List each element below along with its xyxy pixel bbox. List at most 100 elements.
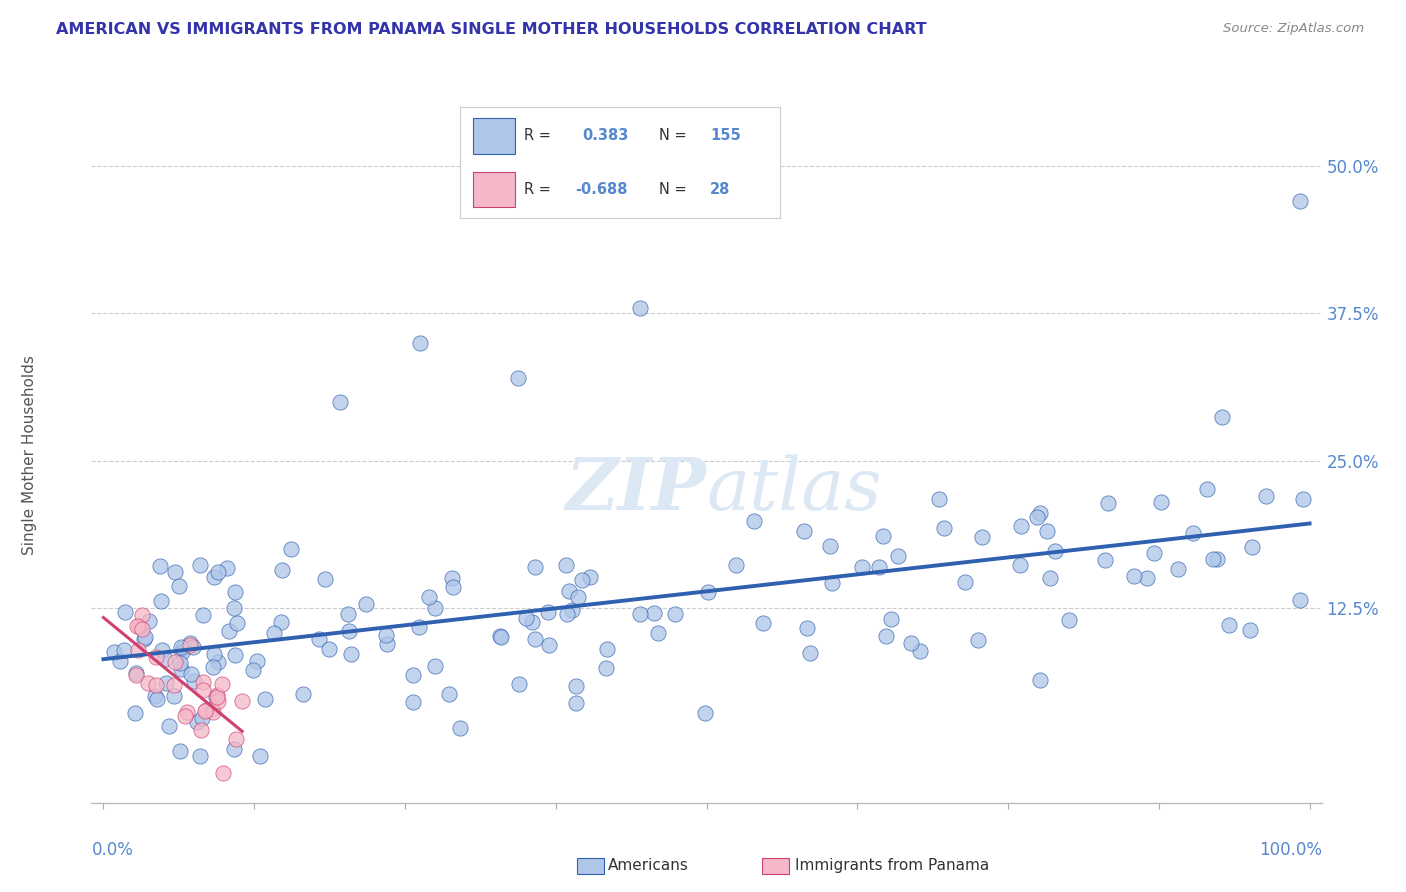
Point (179, 636, 201, 650)
Point (515, 611, 537, 625)
Point (508, 371, 530, 385)
Point (194, 704, 217, 718)
Point (246, 654, 269, 668)
Point (880, 612, 903, 626)
Point (308, 632, 330, 646)
Point (163, 689, 186, 703)
Point (194, 703, 217, 717)
Point (191, 711, 214, 725)
Point (231, 694, 253, 708)
Point (163, 678, 186, 692)
Point (217, 561, 239, 575)
Point (441, 580, 464, 594)
Point (628, 607, 651, 621)
Point (1291, 491, 1313, 506)
Point (145, 650, 167, 665)
Point (437, 688, 460, 702)
Point (167, 579, 190, 593)
Point (953, 575, 976, 590)
Point (112, 643, 135, 657)
Point (337, 607, 360, 622)
Point (1010, 518, 1032, 533)
Point (131, 607, 153, 622)
Point (356, 598, 378, 612)
Point (900, 636, 922, 650)
Point (1206, 551, 1229, 566)
Point (1094, 552, 1116, 566)
Point (554, 558, 576, 572)
Point (134, 630, 156, 644)
Point (172, 640, 194, 655)
Point (169, 640, 191, 654)
Point (418, 591, 440, 605)
Point (1288, 592, 1310, 607)
Point (1028, 673, 1050, 687)
Point (150, 643, 173, 657)
Point (1010, 558, 1032, 572)
Point (537, 605, 560, 619)
Point (872, 528, 894, 542)
Point (207, 688, 229, 702)
Point (270, 563, 292, 577)
Point (134, 632, 156, 646)
Point (1136, 571, 1159, 585)
Point (201, 701, 224, 715)
Point (1143, 546, 1166, 560)
Point (1039, 571, 1062, 585)
Point (186, 715, 208, 730)
Point (1239, 623, 1261, 637)
Point (561, 602, 583, 616)
Point (224, 648, 246, 662)
FancyBboxPatch shape (578, 858, 605, 874)
Point (149, 593, 172, 607)
Point (555, 607, 578, 622)
Point (157, 719, 180, 733)
Point (128, 618, 150, 632)
Point (337, 624, 360, 638)
Point (125, 668, 148, 682)
Point (578, 570, 600, 584)
Point (218, 624, 240, 638)
Point (201, 660, 224, 674)
Point (441, 571, 464, 585)
FancyBboxPatch shape (762, 858, 789, 874)
Point (226, 615, 249, 630)
Point (558, 584, 581, 599)
Point (571, 574, 593, 588)
Point (1241, 540, 1264, 554)
Point (202, 705, 225, 719)
Point (375, 637, 398, 651)
Point (595, 661, 617, 675)
Point (508, 677, 530, 691)
Point (972, 530, 994, 544)
Point (193, 608, 215, 623)
Point (928, 491, 950, 506)
Point (270, 615, 292, 630)
Point (567, 590, 589, 604)
Point (851, 560, 873, 574)
Point (402, 668, 425, 682)
Point (242, 663, 264, 677)
Point (967, 633, 990, 648)
Point (207, 565, 229, 579)
Point (821, 576, 844, 591)
Point (193, 675, 215, 690)
Point (647, 625, 669, 640)
Point (254, 692, 277, 706)
Point (211, 677, 233, 691)
Point (202, 570, 225, 584)
Point (108, 654, 131, 668)
Point (818, 539, 841, 553)
Text: Immigrants from Panama: Immigrants from Panama (794, 858, 990, 873)
Point (169, 656, 191, 670)
Point (136, 676, 159, 690)
Point (124, 706, 146, 720)
Point (1254, 489, 1277, 503)
Text: atlas: atlas (706, 454, 882, 525)
Point (318, 642, 340, 657)
Point (212, 766, 235, 780)
Point (934, 520, 956, 534)
Point (188, 558, 211, 572)
Point (1029, 506, 1052, 520)
Point (744, 514, 766, 528)
